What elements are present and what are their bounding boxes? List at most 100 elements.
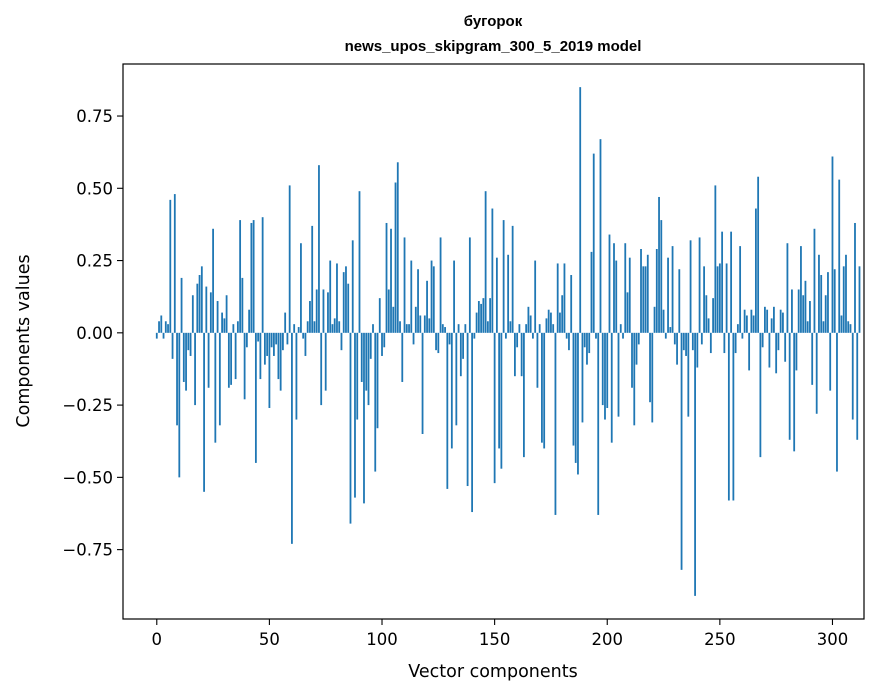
bar	[680, 332, 683, 570]
y-tick-label: 0.00	[76, 324, 113, 343]
bar	[291, 332, 293, 544]
bar	[831, 156, 834, 333]
bar	[198, 275, 201, 333]
bar	[791, 289, 793, 333]
bar	[716, 266, 719, 333]
bar	[626, 292, 629, 333]
bar	[383, 332, 386, 348]
bar	[354, 332, 356, 498]
bar	[538, 324, 541, 333]
bar	[212, 228, 214, 333]
bar	[635, 332, 638, 365]
x-axis-ticks: 0 50 100 150 200 250 300	[152, 619, 848, 649]
bar	[768, 332, 771, 368]
bar	[858, 266, 861, 333]
bar	[833, 269, 836, 333]
bar	[574, 332, 577, 463]
bar	[243, 332, 246, 400]
bar	[651, 332, 654, 423]
bar	[633, 332, 636, 426]
bar	[759, 332, 762, 458]
bar	[581, 332, 584, 423]
bar	[579, 87, 582, 333]
bar	[523, 332, 525, 458]
bar	[306, 321, 309, 333]
bar	[775, 332, 778, 374]
bar	[777, 332, 780, 351]
bar	[687, 332, 690, 417]
bar	[363, 332, 365, 504]
bar	[556, 263, 559, 333]
bar	[842, 266, 845, 333]
bar	[378, 298, 381, 333]
bar	[187, 332, 190, 351]
bar	[813, 228, 816, 333]
y-tick-label: −0.75	[62, 541, 113, 560]
bar	[457, 324, 460, 333]
bar	[730, 231, 733, 333]
bar	[356, 332, 359, 420]
bar	[162, 332, 165, 339]
bar	[527, 306, 530, 333]
bar	[604, 332, 606, 420]
bar	[518, 324, 521, 333]
bar	[257, 332, 260, 342]
bar	[721, 231, 724, 333]
bar	[405, 324, 408, 333]
bar	[358, 191, 361, 333]
bar	[559, 312, 561, 333]
bar	[374, 332, 377, 472]
bar	[847, 321, 850, 333]
bar	[570, 275, 573, 333]
bar	[268, 332, 271, 408]
bar	[800, 246, 802, 333]
bar	[691, 332, 694, 351]
bar	[169, 199, 172, 333]
bar	[520, 332, 523, 377]
bar	[838, 179, 841, 333]
bar	[761, 332, 764, 348]
bar	[595, 332, 597, 339]
bar	[804, 280, 807, 333]
bar	[475, 312, 478, 333]
bar	[782, 312, 784, 333]
bar	[552, 324, 555, 333]
bar	[441, 324, 444, 333]
bar	[788, 332, 791, 440]
bar	[232, 324, 235, 333]
bar	[682, 332, 685, 351]
bar	[279, 332, 282, 391]
bar	[295, 332, 298, 420]
y-tick-label: −0.25	[62, 396, 113, 415]
bar	[698, 237, 701, 333]
bar	[392, 306, 395, 333]
bar	[390, 228, 392, 333]
bar	[617, 332, 620, 417]
bar	[471, 332, 473, 513]
bar	[642, 266, 645, 333]
bar	[824, 295, 827, 333]
bar	[203, 332, 205, 492]
bar	[419, 315, 422, 333]
bar	[802, 295, 805, 333]
bar	[437, 332, 440, 354]
bar	[318, 165, 320, 333]
bar	[678, 269, 681, 333]
bar	[421, 332, 424, 434]
bar	[396, 162, 399, 333]
bar	[482, 298, 485, 333]
bar	[263, 332, 266, 365]
bar	[369, 332, 372, 359]
bar	[739, 246, 742, 333]
bar	[854, 222, 856, 333]
bar	[498, 332, 501, 449]
bar	[541, 332, 543, 443]
bar	[209, 292, 212, 333]
bar	[610, 332, 613, 443]
bar	[550, 312, 552, 333]
bar	[694, 332, 696, 596]
bar	[547, 309, 550, 333]
bar	[245, 332, 248, 348]
bar	[345, 266, 347, 333]
bar	[827, 272, 829, 333]
